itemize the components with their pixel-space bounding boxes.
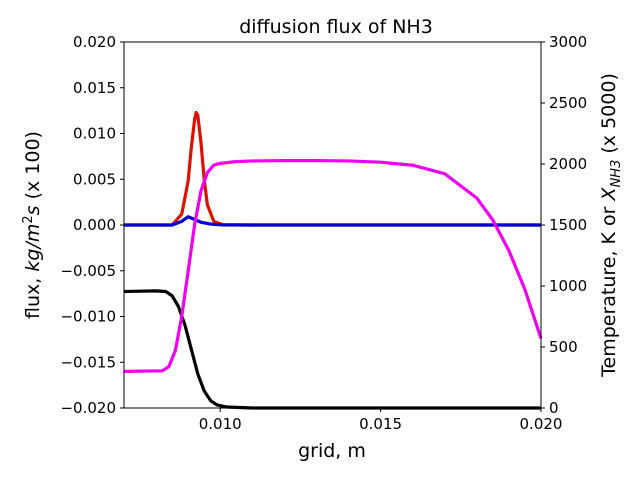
y-right-tick-label: 0 [549, 399, 559, 417]
y-left-tick-label: 0.020 [73, 33, 116, 51]
y-left-tick-label: 0.010 [73, 125, 116, 143]
y-right-label-scale: (x 5000) [598, 73, 620, 160]
y-right-label-temp: Temperature, K or [598, 200, 620, 377]
series-line-2 [124, 215, 541, 227]
x-tick-label: 0.010 [199, 415, 242, 433]
y-right-tick-label: 2000 [549, 155, 587, 173]
chart-title: diffusion flux of NH3 [239, 16, 433, 38]
y-left-label-unit-s: s [22, 205, 44, 215]
y-left-label-scale: (x 100) [22, 131, 44, 205]
y-right-tick-label: 1000 [549, 277, 587, 295]
y-right-tick-label: 1500 [549, 216, 587, 234]
y-right-tick-label: 500 [549, 338, 578, 356]
y-left-axis-label: flux, kg/m2s (x 100) [21, 131, 44, 319]
x-tick-label: 0.015 [359, 415, 402, 433]
series-layer [123, 110, 543, 410]
y-right-label-sub: NH3 [609, 160, 624, 188]
y-left-label-unit: kg/m [22, 224, 44, 272]
y-right-axis-label: Temperature, K or XNH3 (x 5000) [598, 73, 624, 378]
y-left-label-sup: 2 [21, 215, 36, 223]
y-left-tick-label: 0.000 [73, 216, 116, 234]
x-tick-label: 0.020 [520, 415, 563, 433]
y-left-tick-label: 0.015 [73, 79, 116, 97]
y-left-tick-label: −0.020 [60, 399, 116, 417]
y-left-label-flux: flux, [22, 272, 44, 319]
y-right-label-x: X [598, 186, 620, 201]
x-axis-label: grid, m [298, 440, 366, 462]
y-left-tick-label: −0.005 [60, 262, 116, 280]
y-left-tick-label: −0.010 [60, 308, 116, 326]
y-left-tick-label: 0.005 [73, 170, 116, 188]
axes-layer: 0.010 0.015 0.020 0.020 0.015 0.010 0.005 0.000… [60, 33, 587, 433]
series-line-4 [123, 158, 543, 373]
series-line-3 [123, 289, 541, 410]
y-right-tick-label: 3000 [549, 33, 587, 51]
y-right-tick-label: 2500 [549, 94, 587, 112]
y-left-tick-label: −0.015 [60, 353, 116, 371]
